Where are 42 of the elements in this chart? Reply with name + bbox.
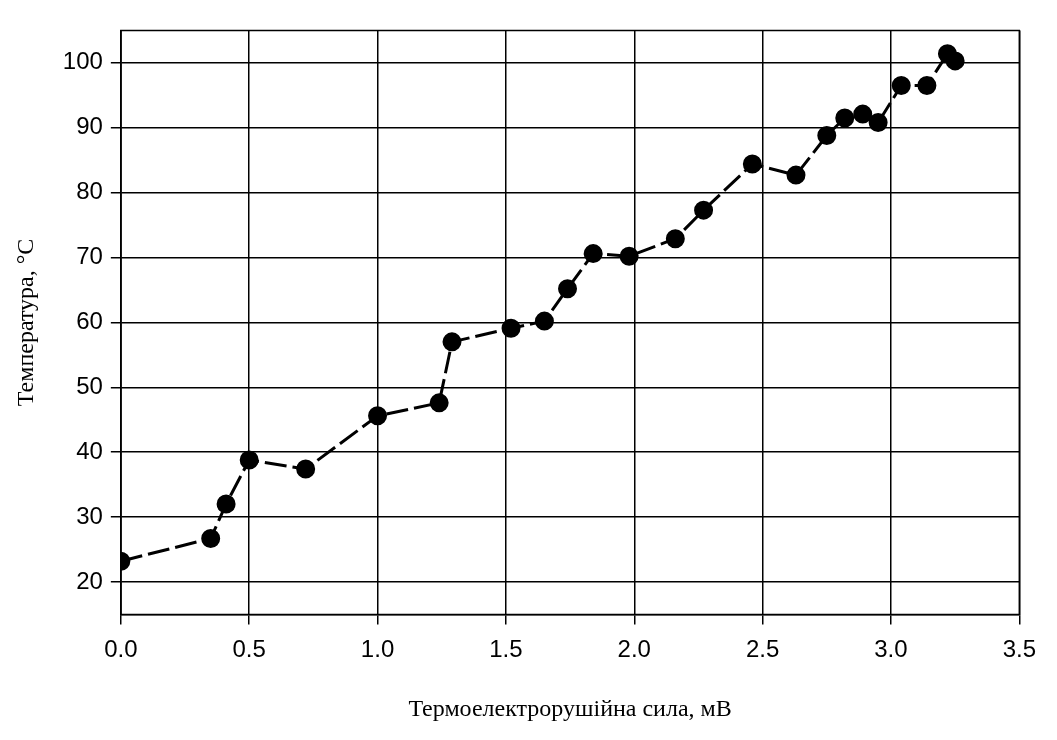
x-tick-label: 3.0 xyxy=(874,635,908,663)
point xyxy=(368,406,388,426)
point xyxy=(742,154,762,174)
point xyxy=(429,393,449,413)
x-tick-label: 1.5 xyxy=(489,635,523,663)
y-tick-label: 20 xyxy=(76,566,103,594)
point xyxy=(534,311,554,331)
point xyxy=(945,51,965,71)
y-axis-title: Температура, °C xyxy=(11,238,38,407)
y-tick-label: 90 xyxy=(76,112,103,140)
point xyxy=(786,165,806,185)
x-tick-label: 0.0 xyxy=(104,635,138,663)
point xyxy=(694,200,714,220)
x-tick-label: 0.5 xyxy=(232,635,266,663)
point xyxy=(558,279,578,299)
x-axis-title: Термоелектрорушійна сила, мВ xyxy=(408,694,732,721)
x-tick-label: 2.0 xyxy=(617,635,651,663)
y-tick-label: 70 xyxy=(76,242,103,270)
y-tick-label: 60 xyxy=(76,307,103,335)
point xyxy=(239,450,259,470)
point xyxy=(868,113,888,133)
y-tick-label: 100 xyxy=(62,47,103,75)
y-tick-label: 50 xyxy=(76,371,103,399)
point xyxy=(891,76,911,96)
point xyxy=(665,229,685,249)
point xyxy=(442,332,462,352)
y-tick-label: 30 xyxy=(76,501,103,529)
point xyxy=(216,494,236,514)
x-tick-label: 3.5 xyxy=(1002,635,1037,663)
point xyxy=(583,244,603,264)
point xyxy=(917,76,937,96)
x-tick-label: 2.5 xyxy=(745,635,780,663)
y-tick-label: 80 xyxy=(76,177,103,205)
point xyxy=(296,459,316,479)
point xyxy=(835,108,855,128)
point xyxy=(501,318,521,338)
y-tick-label: 40 xyxy=(76,436,103,464)
point xyxy=(817,126,837,146)
point xyxy=(619,246,639,266)
point xyxy=(853,104,873,124)
x-tick-label: 1.0 xyxy=(360,635,395,663)
point xyxy=(201,528,221,548)
